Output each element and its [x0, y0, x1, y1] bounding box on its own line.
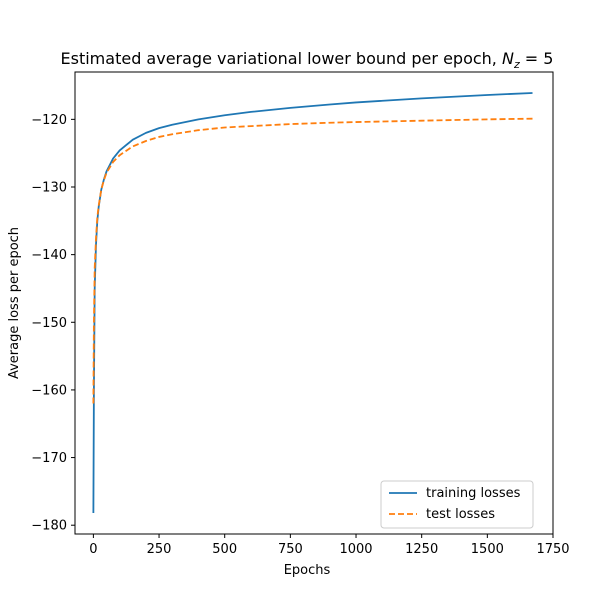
y-tick-label: −140	[31, 248, 67, 263]
x-axis: 0 250 500 750 1000 1250 1500 1750	[89, 534, 570, 557]
x-tick-label: 250	[147, 542, 172, 557]
series-line-test	[92, 117, 533, 404]
x-tick-label: 750	[278, 542, 303, 557]
y-tick-label: −120	[31, 113, 67, 128]
x-tick-label: 500	[212, 542, 237, 557]
legend-box	[380, 480, 534, 529]
y-axis: −180 −170 −160 −150 −140 −130 −120	[31, 113, 75, 534]
x-tick-label: 1500	[471, 542, 504, 557]
x-tick-label: 1750	[536, 542, 569, 557]
legend-label-training: training losses	[426, 486, 521, 501]
y-tick-label: −160	[31, 383, 67, 398]
x-tick-label: 1250	[405, 542, 438, 557]
chart-title: Estimated average variational lower boun…	[61, 49, 554, 71]
axes-frame	[74, 71, 554, 535]
x-axis-label: Epochs	[284, 563, 331, 578]
y-axis-label: Average loss per epoch	[7, 227, 22, 379]
y-tick-label: −170	[31, 451, 67, 466]
series-layer	[92, 92, 533, 514]
y-tick-label: −150	[31, 316, 67, 331]
series-line-training	[92, 92, 533, 514]
y-tick-label: −130	[31, 180, 67, 195]
legend: training losses test losses	[380, 480, 534, 529]
x-tick-label: 0	[89, 542, 97, 557]
y-tick-label: −180	[31, 519, 67, 534]
plot-area	[74, 71, 554, 535]
legend-label-test: test losses	[426, 507, 495, 522]
x-tick-label: 1000	[339, 542, 372, 557]
